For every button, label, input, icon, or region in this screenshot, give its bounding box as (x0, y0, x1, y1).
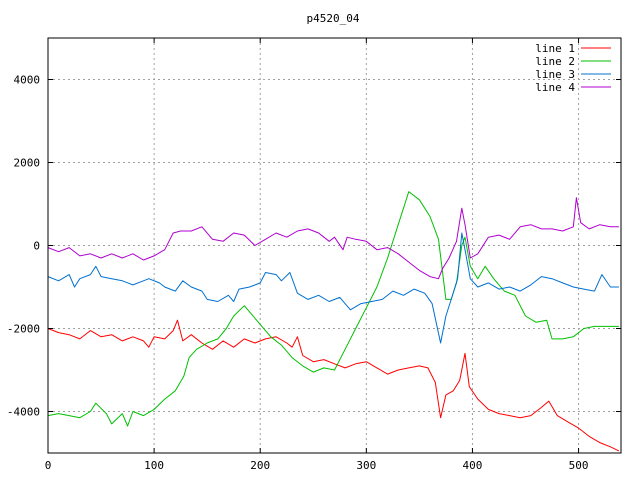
series-line-2 (47, 191, 619, 427)
x-tick-label: 400 (463, 459, 483, 472)
chart-title: p4520_04 (307, 12, 360, 25)
series-line-3 (47, 232, 619, 344)
y-tick-label: 0 (33, 240, 40, 253)
series-line-4 (47, 197, 619, 280)
x-tick-label: 300 (356, 459, 376, 472)
x-tick-label: 100 (144, 459, 164, 472)
y-tick-label: -2000 (7, 323, 40, 336)
x-tick-label: 0 (45, 459, 52, 472)
y-tick-label: -4000 (7, 406, 40, 419)
y-axis: -4000 -2000 0 2000 4000 (7, 74, 621, 419)
y-tick-label: 4000 (14, 74, 41, 87)
x-tick-label: 200 (250, 459, 270, 472)
legend-label-4: line 4 (535, 81, 575, 94)
series-line-1 (47, 319, 620, 452)
grid (48, 38, 621, 453)
y-tick-label: 2000 (14, 157, 41, 170)
x-axis: 0 100 200 300 400 500 (45, 38, 589, 472)
legend-label-3: line 3 (535, 68, 575, 81)
x-tick-label: 500 (569, 459, 589, 472)
series-layer (47, 191, 620, 452)
legend-label-1: line 1 (535, 42, 575, 55)
legend-label-2: line 2 (535, 55, 575, 68)
